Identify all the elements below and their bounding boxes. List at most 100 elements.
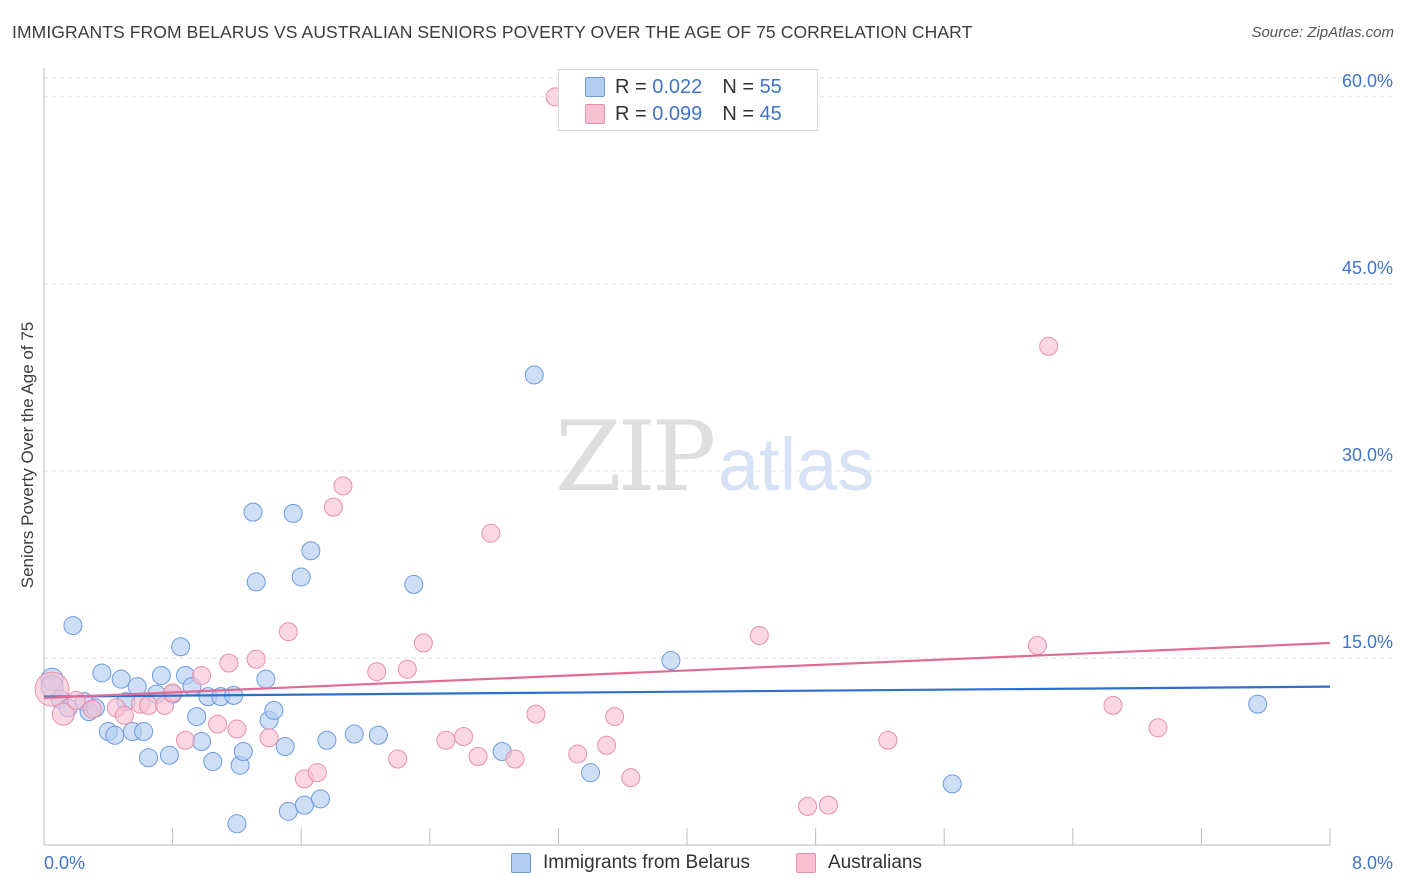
legend-r-value-australians: 0.099 [652,102,703,125]
point-australians [323,497,343,517]
source-label: Source: ZipAtlas.com [1251,24,1394,41]
point-belarus [310,789,330,809]
point-belarus [291,567,311,587]
point-belarus [581,763,601,783]
point-australians [333,476,353,496]
point-belarus [227,814,247,834]
point-belarus [256,669,276,689]
legend-label-australians: Australians [828,852,922,873]
y-tick-label: 60.0% [1342,71,1393,91]
point-australians [388,749,408,769]
point-australians [798,796,818,816]
point-australians [1039,336,1059,356]
legend-n-label: N = [722,75,754,98]
point-australians [1103,695,1123,715]
point-australians [605,707,625,727]
point-australians [219,653,239,673]
legend-n-value-australians: 45 [759,102,782,125]
point-belarus [92,663,112,683]
point-australians [621,768,641,788]
point-belarus [283,503,303,523]
point-belarus [63,616,83,636]
point-australians [413,633,433,653]
point-belarus [187,707,207,727]
y-tick-label: 30.0% [1342,445,1393,465]
point-australians [878,730,898,750]
point-belarus [151,665,171,685]
point-australians [1027,636,1047,656]
point-belarus [344,724,364,744]
point-australians [526,704,546,724]
point-belarus [294,795,314,815]
point-belarus [159,745,179,765]
legend-row-belarus: R = 0.022 N = 55 [585,74,782,100]
legend-n-value-belarus: 55 [759,75,782,98]
series-legend: Immigrants from Belarus Australians [0,852,1406,876]
point-belarus [138,748,158,768]
legend-swatch-belarus [511,853,531,873]
point-australians [208,714,228,734]
point-belarus [243,502,263,522]
point-belarus [111,669,131,689]
legend-item-australians[interactable]: Australians [796,852,922,874]
point-australians [34,671,70,707]
point-australians [568,744,588,764]
point-australians [597,735,617,755]
point-australians [468,746,488,766]
legend-r-value-belarus: 0.022 [652,75,703,98]
point-australians [246,649,266,669]
point-australians [138,695,158,715]
point-australians [749,626,769,646]
point-belarus [524,365,544,385]
legend-r-label: R = [615,102,647,125]
trend-line-belarus [43,685,1331,698]
point-australians [505,749,525,769]
x-tick-label: 8.0% [1352,853,1393,873]
legend-swatch-belarus [585,77,605,97]
point-belarus [233,741,253,761]
point-australians [818,795,838,815]
point-belarus [105,725,125,745]
correlation-legend: R = 0.022 N = 55 R = 0.099 N = 45 [558,69,818,131]
point-australians [307,763,327,783]
point-belarus [368,725,388,745]
watermark-zip: ZIP [555,401,714,513]
x-tick-label: 0.0% [44,853,85,873]
point-belarus [301,541,321,561]
legend-label-belarus: Immigrants from Belarus [543,852,750,873]
point-australians [114,705,134,725]
point-australians [481,523,501,543]
point-australians [66,690,86,710]
point-belarus [404,574,424,594]
point-belarus [275,737,295,757]
legend-row-australians: R = 0.099 N = 45 [585,101,782,127]
point-belarus [192,732,212,752]
point-belarus [264,700,284,720]
point-belarus [317,730,337,750]
point-australians [397,659,417,679]
point-belarus [171,637,191,657]
y-tick-label: 15.0% [1342,632,1393,652]
point-belarus [661,650,681,670]
point-belarus [278,801,298,821]
point-belarus [203,751,223,771]
legend-swatch-australians [585,104,605,124]
y-tick-label: 45.0% [1342,258,1393,278]
legend-item-belarus[interactable]: Immigrants from Belarus [511,852,750,874]
legend-r-label: R = [615,75,647,98]
trend-line-australians [43,641,1331,699]
point-australians [367,662,387,682]
point-australians [278,622,298,642]
point-australians [454,727,474,747]
point-belarus [942,774,962,794]
legend-swatch-australians [796,853,816,873]
point-australians [1148,718,1168,738]
point-australians [259,728,279,748]
point-australians [192,665,212,685]
point-belarus [246,572,266,592]
chart-title: IMMIGRANTS FROM BELARUS VS AUSTRALIAN SE… [12,22,973,42]
point-australians [51,702,75,726]
legend-n-label: N = [722,102,754,125]
watermark-atlas: atlas [718,423,874,506]
